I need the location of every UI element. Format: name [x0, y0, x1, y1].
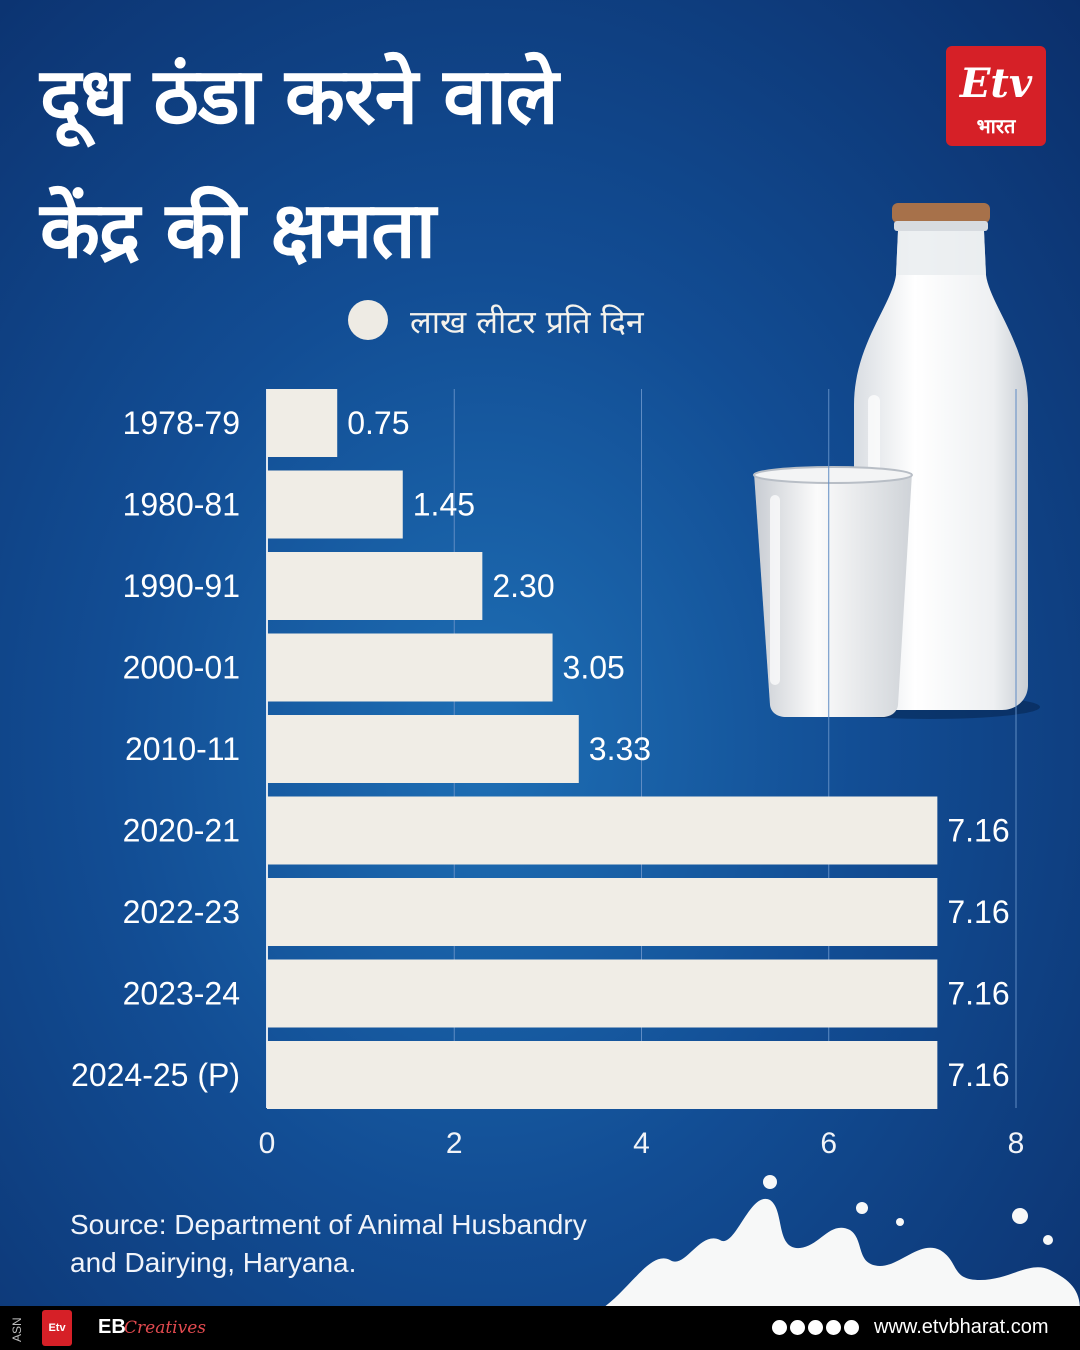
- value-label: 3.33: [589, 731, 651, 767]
- youtube-icon[interactable]: [826, 1320, 841, 1335]
- milk-glass: [753, 466, 913, 717]
- category-label: 2022-23: [123, 894, 240, 930]
- bar-chart: 0 2 4 6 8 1978-79 0.75 1980-81 1.45 1990-91 2.30 2…: [71, 389, 1025, 1160]
- bar: [267, 959, 938, 1028]
- x-tick-label: 2: [446, 1127, 463, 1160]
- instagram-icon[interactable]: [808, 1320, 823, 1335]
- value-label: 1.45: [413, 487, 475, 523]
- footer-eb-label: EB: [98, 1316, 126, 1338]
- footer-social-icons: [772, 1320, 864, 1338]
- category-label: 1980-81: [123, 487, 240, 523]
- bar: [267, 389, 338, 457]
- value-label: 3.05: [563, 650, 625, 686]
- footer-etv-logo: Etv: [42, 1310, 72, 1346]
- milk-splash-illustration: [600, 1175, 1080, 1310]
- x-tick-label: 4: [633, 1127, 650, 1160]
- legend-label: लाख लीटर प्रति दिन: [410, 303, 644, 341]
- x-tick-label: 8: [1008, 1127, 1025, 1160]
- footer-website-link[interactable]: www.etvbharat.com: [874, 1316, 1049, 1338]
- logo-mark: Etv: [959, 60, 1033, 107]
- etv-bharat-logo: Etv भारत: [946, 46, 1046, 146]
- legend-swatch: [348, 300, 388, 340]
- footer-asn-label: ASN: [10, 1317, 24, 1342]
- category-label: 2024-25 (P): [71, 1057, 240, 1093]
- source-note: Source: Department of Animal Husbandry a…: [70, 1209, 587, 1278]
- title-line-1: दूध ठंडा करने वाले: [40, 52, 559, 142]
- x-axis: 0 2 4 6 8: [259, 1127, 1025, 1160]
- bars: 1978-79 0.75 1980-81 1.45 1990-91 2.30 2000-01…: [71, 389, 1010, 1109]
- whatsapp-icon[interactable]: [844, 1320, 859, 1335]
- bar: [267, 633, 553, 702]
- category-label: 2020-21: [123, 813, 240, 849]
- x-tick-label: 0: [259, 1127, 276, 1160]
- category-label: 1978-79: [123, 405, 240, 441]
- category-label: 2023-24: [123, 976, 240, 1012]
- bar: [267, 1041, 938, 1109]
- value-label: 7.16: [947, 976, 1009, 1012]
- category-label: 1990-91: [123, 568, 240, 604]
- x-icon[interactable]: [790, 1320, 805, 1335]
- value-label: 2.30: [492, 568, 554, 604]
- footer-creatives-label: Creatives: [124, 1318, 206, 1338]
- value-label: 7.16: [947, 894, 1009, 930]
- category-label: 2010-11: [125, 731, 240, 767]
- title-line-2: केंद्र की क्षमता: [40, 186, 436, 276]
- bar: [267, 552, 483, 620]
- milk-bottle-and-glass-illustration: [753, 203, 1040, 719]
- value-label: 7.16: [947, 813, 1009, 849]
- value-label: 7.16: [947, 1057, 1009, 1093]
- x-tick-label: 6: [820, 1127, 837, 1160]
- logo-word: भारत: [976, 114, 1016, 138]
- bar: [267, 796, 938, 865]
- bar: [267, 878, 938, 946]
- bar: [267, 470, 403, 539]
- facebook-icon[interactable]: [772, 1320, 787, 1335]
- category-label: 2000-01: [123, 650, 240, 686]
- footer-bar: ASN Etv EB Creatives www.etvbharat.com: [0, 1306, 1080, 1350]
- value-label: 0.75: [347, 405, 409, 441]
- bar: [267, 715, 579, 783]
